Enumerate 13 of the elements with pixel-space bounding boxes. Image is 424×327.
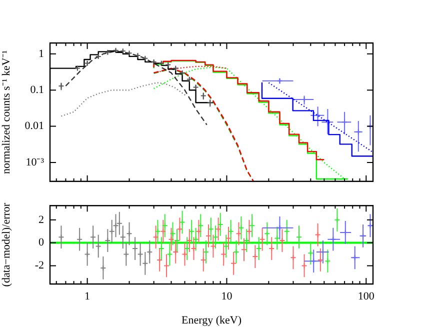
- y-tick-label: 0.1: [30, 84, 44, 96]
- x-tick-label: 1: [84, 290, 90, 302]
- x-axis-title: Energy (keV): [182, 314, 242, 326]
- x-tick-label: 100: [358, 290, 375, 302]
- y-axis-title: normalized counts s⁻¹ keV⁻¹: [0, 50, 12, 174]
- y-tick-label: 2: [38, 214, 44, 226]
- y-tick-label: 0.01: [24, 120, 44, 132]
- y-axis-title: (data−model)/error: [0, 202, 12, 287]
- x-tick-label: 10: [221, 290, 233, 302]
- y-tick-label: 10⁻³: [26, 156, 45, 168]
- y-tick-label: 0: [38, 236, 44, 249]
- y-tick-label: 1: [38, 48, 44, 60]
- y-tick-label: -2: [34, 260, 44, 272]
